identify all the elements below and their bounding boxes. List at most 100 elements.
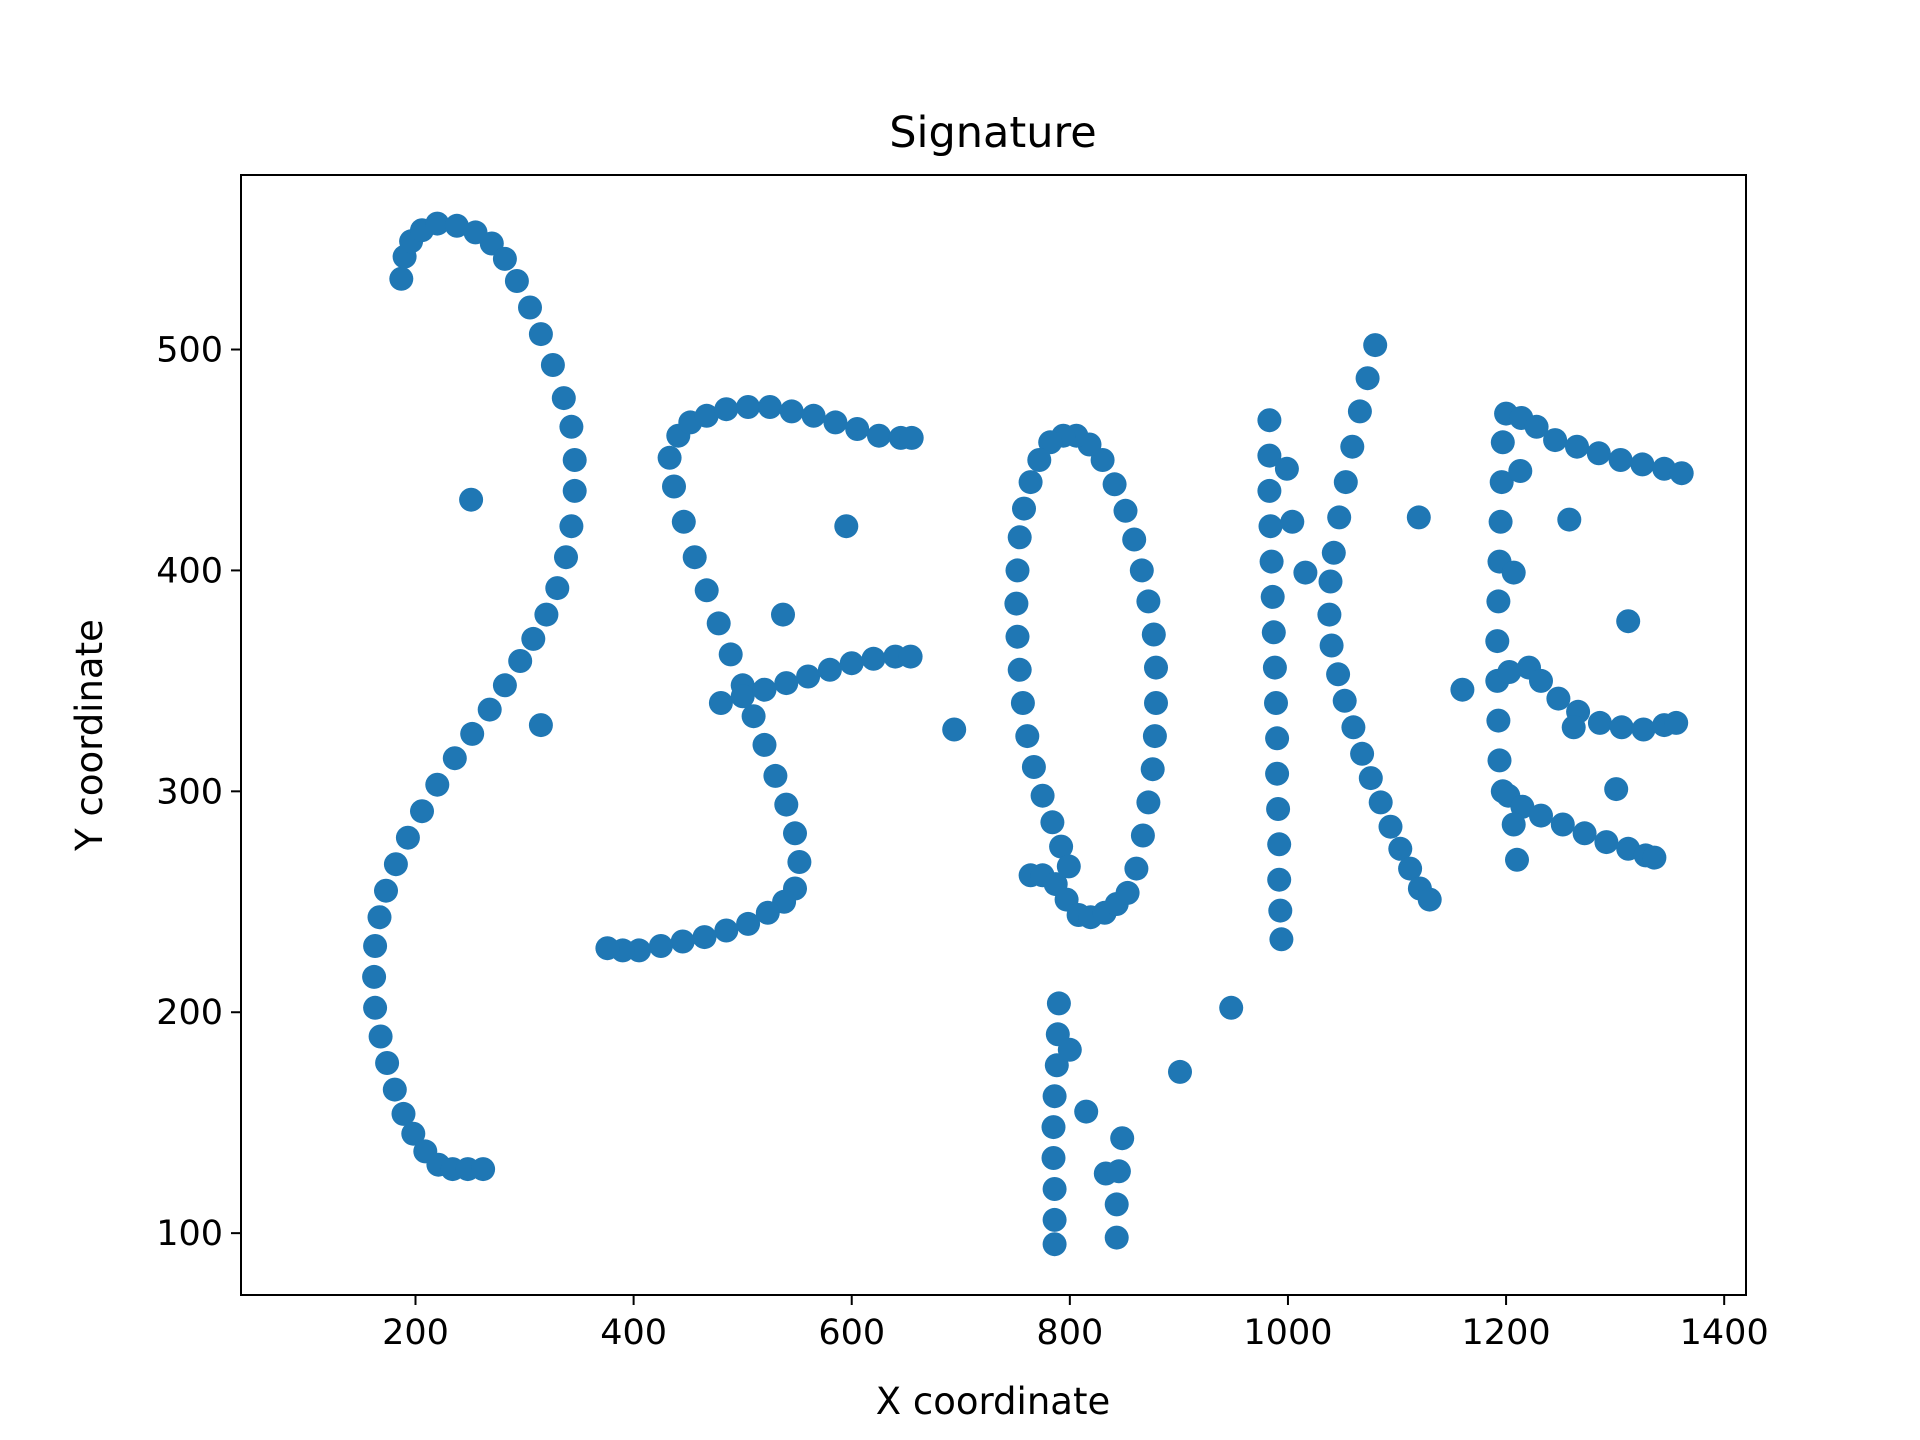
data-point bbox=[401, 1121, 426, 1146]
data-point bbox=[1317, 602, 1342, 627]
data-point bbox=[1136, 589, 1161, 614]
data-point bbox=[477, 697, 502, 722]
data-point bbox=[595, 936, 620, 961]
data-point bbox=[1027, 448, 1052, 472]
y-tick-label: 400 bbox=[156, 551, 223, 591]
data-point bbox=[444, 213, 469, 238]
data-point bbox=[1561, 715, 1586, 740]
data-point bbox=[1529, 668, 1553, 693]
data-point bbox=[839, 651, 864, 676]
data-point bbox=[528, 322, 553, 347]
data-point bbox=[540, 353, 565, 377]
data-point bbox=[425, 772, 450, 797]
data-point bbox=[1260, 584, 1285, 609]
y-tick-label: 100 bbox=[156, 1214, 223, 1254]
data-point bbox=[752, 677, 777, 702]
data-point bbox=[1406, 505, 1431, 530]
data-point bbox=[363, 995, 388, 1020]
data-point bbox=[1264, 691, 1288, 715]
data-point bbox=[706, 611, 731, 636]
data-point bbox=[410, 799, 434, 824]
data-point bbox=[1010, 691, 1035, 715]
data-point bbox=[1042, 1084, 1067, 1109]
data-point bbox=[562, 478, 587, 503]
data-point bbox=[492, 246, 517, 271]
data-point bbox=[1042, 1232, 1067, 1257]
data-point bbox=[736, 395, 761, 419]
data-point bbox=[1115, 880, 1140, 905]
y-axis-label: Y coordinate bbox=[68, 619, 111, 852]
x-tick-label: 400 bbox=[600, 1313, 667, 1353]
data-point bbox=[1510, 794, 1535, 819]
data-point bbox=[718, 642, 743, 667]
data-point bbox=[1355, 366, 1380, 391]
data-point bbox=[1012, 496, 1036, 521]
data-point bbox=[1486, 708, 1511, 733]
data-point bbox=[942, 717, 967, 742]
data-point bbox=[1501, 812, 1526, 837]
data-point bbox=[1130, 823, 1155, 848]
data-point bbox=[1104, 1225, 1129, 1250]
data-point bbox=[757, 395, 782, 419]
data-point bbox=[1113, 498, 1138, 523]
data-point bbox=[1056, 854, 1081, 879]
data-point bbox=[1258, 514, 1283, 539]
data-point bbox=[1326, 662, 1351, 687]
data-point bbox=[1489, 470, 1514, 495]
data-point bbox=[1280, 509, 1305, 534]
data-point bbox=[1368, 790, 1393, 815]
data-point bbox=[1004, 591, 1029, 616]
data-point bbox=[1267, 832, 1292, 857]
data-point bbox=[1505, 847, 1529, 872]
data-point bbox=[1041, 1115, 1066, 1140]
data-point bbox=[1141, 622, 1166, 647]
data-point bbox=[1486, 589, 1511, 614]
data-point bbox=[559, 514, 584, 539]
data-point bbox=[670, 929, 695, 954]
x-tick-label: 600 bbox=[818, 1313, 885, 1353]
data-point bbox=[1267, 867, 1292, 892]
data-point bbox=[382, 1077, 407, 1102]
data-point bbox=[1040, 810, 1065, 835]
data-point bbox=[1142, 724, 1167, 749]
data-point bbox=[1378, 814, 1403, 839]
data-point bbox=[692, 925, 717, 950]
data-point bbox=[1350, 741, 1375, 766]
data-point bbox=[1565, 434, 1589, 459]
data-point bbox=[1586, 441, 1611, 466]
data-point bbox=[1144, 655, 1168, 680]
plot-frame bbox=[240, 174, 1747, 1296]
data-point bbox=[1669, 461, 1694, 486]
data-point bbox=[534, 602, 559, 627]
data-point bbox=[779, 399, 804, 424]
data-point bbox=[1358, 766, 1383, 791]
data-point bbox=[1038, 430, 1063, 455]
data-point bbox=[504, 269, 529, 293]
data-point bbox=[899, 425, 924, 450]
x-tick-label: 800 bbox=[1036, 1313, 1103, 1353]
data-point bbox=[442, 746, 467, 771]
data-point bbox=[730, 684, 755, 709]
data-point bbox=[1485, 629, 1510, 654]
data-point bbox=[1340, 434, 1365, 459]
data-point bbox=[662, 474, 686, 499]
y-tick-label: 200 bbox=[156, 993, 223, 1033]
data-point bbox=[1327, 505, 1352, 530]
data-point bbox=[714, 397, 739, 422]
chart-title: Signature bbox=[889, 108, 1096, 158]
data-point bbox=[1604, 777, 1629, 802]
data-point bbox=[1042, 1177, 1067, 1201]
data-point bbox=[545, 576, 570, 601]
x-tick-label: 200 bbox=[382, 1313, 449, 1353]
data-point bbox=[1501, 560, 1526, 585]
data-point bbox=[1262, 655, 1287, 680]
data-point bbox=[787, 850, 812, 874]
data-point bbox=[425, 211, 450, 236]
data-point bbox=[375, 1051, 400, 1075]
data-point bbox=[1388, 836, 1413, 861]
data-point bbox=[1104, 1192, 1129, 1217]
data-point bbox=[657, 445, 682, 470]
data-point bbox=[1259, 549, 1284, 574]
data-point bbox=[1265, 761, 1290, 786]
data-point bbox=[1015, 724, 1040, 749]
